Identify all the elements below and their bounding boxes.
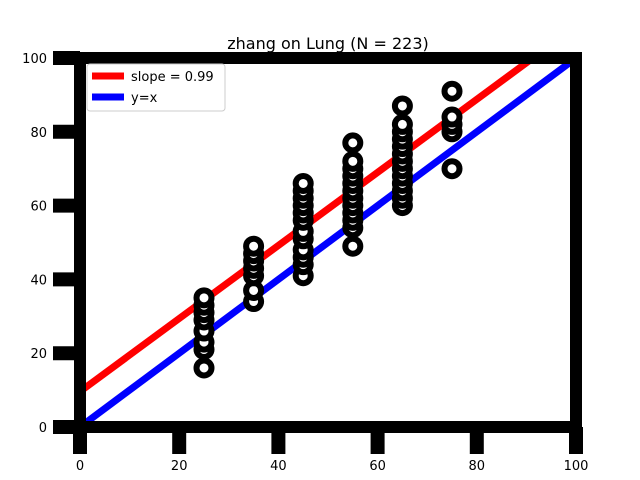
data-point <box>292 172 314 194</box>
data-point <box>441 106 463 128</box>
fit-line-series <box>80 58 539 395</box>
data-point <box>342 235 364 257</box>
legend-label: y=x <box>131 91 158 106</box>
data-point <box>193 357 215 379</box>
y-tick-label: 0 <box>39 421 47 436</box>
legend-label: slope = 0.99 <box>131 70 214 85</box>
x-tick-label: 80 <box>469 459 486 474</box>
x-tick-label: 100 <box>564 459 589 474</box>
y-tick-label: 80 <box>30 126 47 141</box>
identity-line-series <box>80 58 576 427</box>
x-tick-label: 0 <box>76 459 84 474</box>
data-points <box>193 80 463 379</box>
data-point <box>441 80 463 102</box>
data-point <box>193 287 215 309</box>
y-tick-label: 20 <box>30 347 47 362</box>
x-tick-label: 20 <box>171 459 188 474</box>
y-tick-label: 100 <box>22 52 47 67</box>
x-tick-label: 60 <box>369 459 386 474</box>
data-point <box>391 113 413 135</box>
data-point <box>342 132 364 154</box>
data-point <box>391 95 413 117</box>
y-tick-label: 40 <box>30 273 47 288</box>
legend: slope = 0.99 y=x <box>86 63 226 112</box>
plot-frame <box>74 52 582 433</box>
x-tick-label: 40 <box>270 459 287 474</box>
y-tick-label: 60 <box>30 200 47 215</box>
series-lines <box>80 58 576 427</box>
axis-ticks: 0 20 40 60 80 100 0 20 40 60 80 100 <box>22 51 589 474</box>
data-point <box>342 150 364 172</box>
chart-title: zhang on Lung (N = 223) <box>227 34 428 53</box>
data-point <box>243 235 265 257</box>
data-point <box>441 158 463 180</box>
